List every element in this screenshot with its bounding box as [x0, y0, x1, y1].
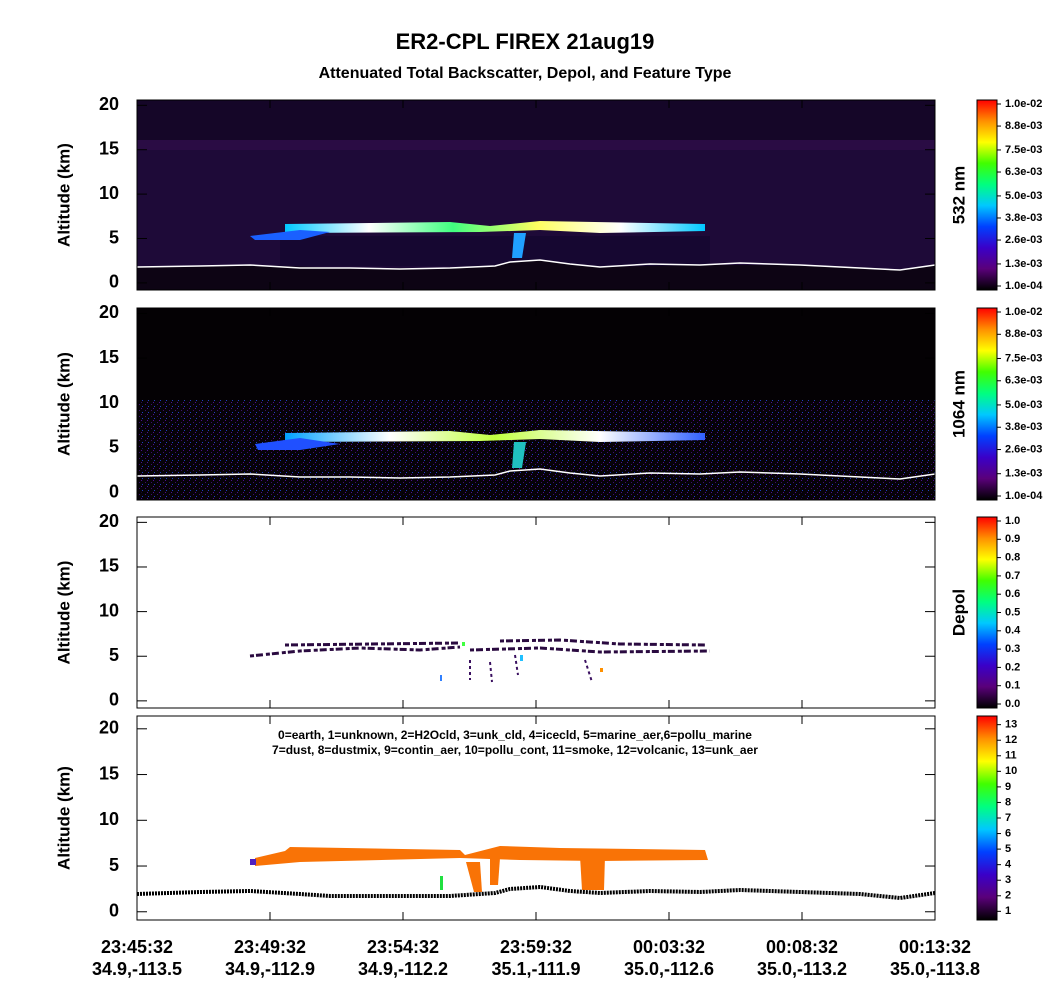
x-tick-sublabel: 34.9,-112.9	[225, 959, 315, 979]
y-tick-label: 5	[109, 645, 119, 665]
legend-annotation: 7=dust, 8=dustmix, 9=contin_aer, 10=poll…	[272, 743, 758, 757]
colorbar-label: Depol	[949, 589, 968, 636]
colorbar-tick-label: 2	[1005, 890, 1011, 902]
legend-annotation: 0=earth, 1=unknown, 2=H2Ocld, 3=unk_cld,…	[278, 728, 752, 742]
y-tick-label: 20	[99, 511, 119, 531]
colorbar-tick-label: 5	[1005, 843, 1011, 855]
x-tick-label: 23:59:32	[500, 937, 572, 957]
colorbar-tick-label: 5.0e-03	[1005, 190, 1042, 202]
colorbar-tick-label: 1.0	[1005, 515, 1020, 527]
y-tick-label: 15	[99, 347, 119, 367]
y-tick-label: 20	[99, 302, 119, 322]
colorbar-tick-label: 8.8e-03	[1005, 328, 1042, 340]
y-tick-label: 5	[109, 437, 119, 457]
x-tick-sublabel: 35.0,-113.2	[757, 959, 847, 979]
y-tick-label: 0	[109, 690, 119, 710]
colorbar-tick-label: 11	[1005, 750, 1017, 762]
x-tick-label: 00:08:32	[766, 937, 838, 957]
colorbar-tick-label: 0.3	[1005, 643, 1020, 655]
y-tick-label: 20	[99, 94, 119, 114]
colorbar-tick-label: 1	[1005, 905, 1011, 917]
colorbar-tick-label: 7.5e-03	[1005, 352, 1042, 364]
colorbar-tick-label: 7	[1005, 812, 1011, 824]
y-tick-label: 15	[99, 763, 119, 783]
y-tick-label: 0	[109, 272, 119, 292]
panel-3-image	[137, 517, 935, 708]
y-tick-label: 5	[109, 227, 119, 247]
colorbar	[976, 99, 998, 291]
colorbar-tick-label: 0.2	[1005, 661, 1020, 673]
colorbar-tick-label: 3	[1005, 874, 1011, 886]
colorbar-tick-label: 0.7	[1005, 570, 1020, 582]
y-tick-label: 0	[109, 901, 119, 921]
colorbar-tick-label: 1.3e-03	[1005, 258, 1042, 270]
colorbar-tick-label: 7.5e-03	[1005, 144, 1042, 156]
colorbar-tick-label: 6.3e-03	[1005, 166, 1042, 178]
colorbar-tick-label: 13	[1005, 719, 1017, 731]
colorbar-tick-label: 10	[1005, 765, 1017, 777]
colorbar-tick-label: 4	[1005, 859, 1012, 871]
colorbar-tick-label: 0.9	[1005, 533, 1020, 545]
y-tick-label: 15	[99, 556, 119, 576]
colorbar-tick-label: 0.5	[1005, 606, 1020, 618]
y-tick-label: 10	[99, 809, 119, 829]
colorbar	[976, 307, 998, 501]
colorbar	[976, 516, 998, 709]
y-tick-label: 10	[99, 183, 119, 203]
panel-2-image	[136, 308, 936, 500]
colorbar-tick-label: 6	[1005, 827, 1011, 839]
x-tick-sublabel: 35.1,-111.9	[491, 959, 580, 979]
colorbar-tick-label: 12	[1005, 734, 1017, 746]
x-tick-sublabel: 35.0,-112.6	[624, 959, 714, 979]
y-tick-label: 20	[99, 718, 119, 738]
colorbar-tick-label: 8	[1005, 796, 1011, 808]
subtitle: Attenuated Total Backscatter, Depol, and…	[319, 65, 732, 82]
y-tick-label: 0	[109, 482, 119, 502]
colorbar-tick-label: 8.8e-03	[1005, 120, 1042, 132]
colorbar-tick-label: 2.6e-03	[1005, 234, 1042, 246]
y-tick-label: 10	[99, 392, 119, 412]
colorbar-tick-label: 2.6e-03	[1005, 443, 1042, 455]
y-axis-label: Altitude (km)	[54, 143, 73, 247]
y-tick-label: 10	[99, 600, 119, 620]
x-tick-label: 23:54:32	[367, 937, 439, 957]
colorbar-tick-label: 3.8e-03	[1005, 212, 1042, 224]
colorbar-tick-label: 0.1	[1005, 680, 1020, 692]
x-tick-label: 00:13:32	[899, 937, 971, 957]
x-tick-sublabel: 34.9,-112.2	[358, 959, 448, 979]
y-tick-label: 5	[109, 855, 119, 875]
x-tick-label: 23:49:32	[234, 937, 306, 957]
y-tick-label: 15	[99, 138, 119, 158]
x-tick-label: 00:03:32	[633, 937, 705, 957]
colorbar-tick-label: 1.3e-03	[1005, 468, 1042, 480]
colorbar-tick-label: 0.0	[1005, 698, 1020, 710]
x-tick-sublabel: 34.9,-113.5	[92, 959, 182, 979]
colorbar-tick-label: 0.6	[1005, 588, 1020, 600]
colorbar-label: 532 nm	[949, 166, 968, 225]
y-axis-label: Altitude (km)	[54, 766, 73, 870]
colorbar	[976, 715, 998, 921]
x-tick-label: 23:45:32	[101, 937, 173, 957]
colorbar-tick-label: 1.0e-04	[1005, 280, 1043, 292]
panel-4-image	[136, 716, 936, 920]
colorbar-tick-label: 9	[1005, 781, 1011, 793]
colorbar-tick-label: 3.8e-03	[1005, 421, 1042, 433]
colorbar-tick-label: 5.0e-03	[1005, 399, 1042, 411]
panel-1-image	[136, 100, 936, 290]
y-axis-label: Altitude (km)	[54, 561, 73, 665]
title: ER2-CPL FIREX 21aug19	[396, 29, 655, 54]
colorbar-tick-label: 1.0e-02	[1005, 306, 1042, 318]
colorbar-tick-label: 1.0e-04	[1005, 490, 1043, 502]
colorbar-label: 1064 nm	[949, 370, 968, 438]
colorbar-tick-label: 0.8	[1005, 552, 1020, 564]
colorbar-tick-label: 1.0e-02	[1005, 98, 1042, 110]
y-axis-label: Altitude (km)	[54, 352, 73, 456]
colorbar-tick-label: 6.3e-03	[1005, 375, 1042, 387]
colorbar-tick-label: 0.4	[1005, 625, 1021, 637]
x-tick-sublabel: 35.0,-113.8	[890, 959, 980, 979]
